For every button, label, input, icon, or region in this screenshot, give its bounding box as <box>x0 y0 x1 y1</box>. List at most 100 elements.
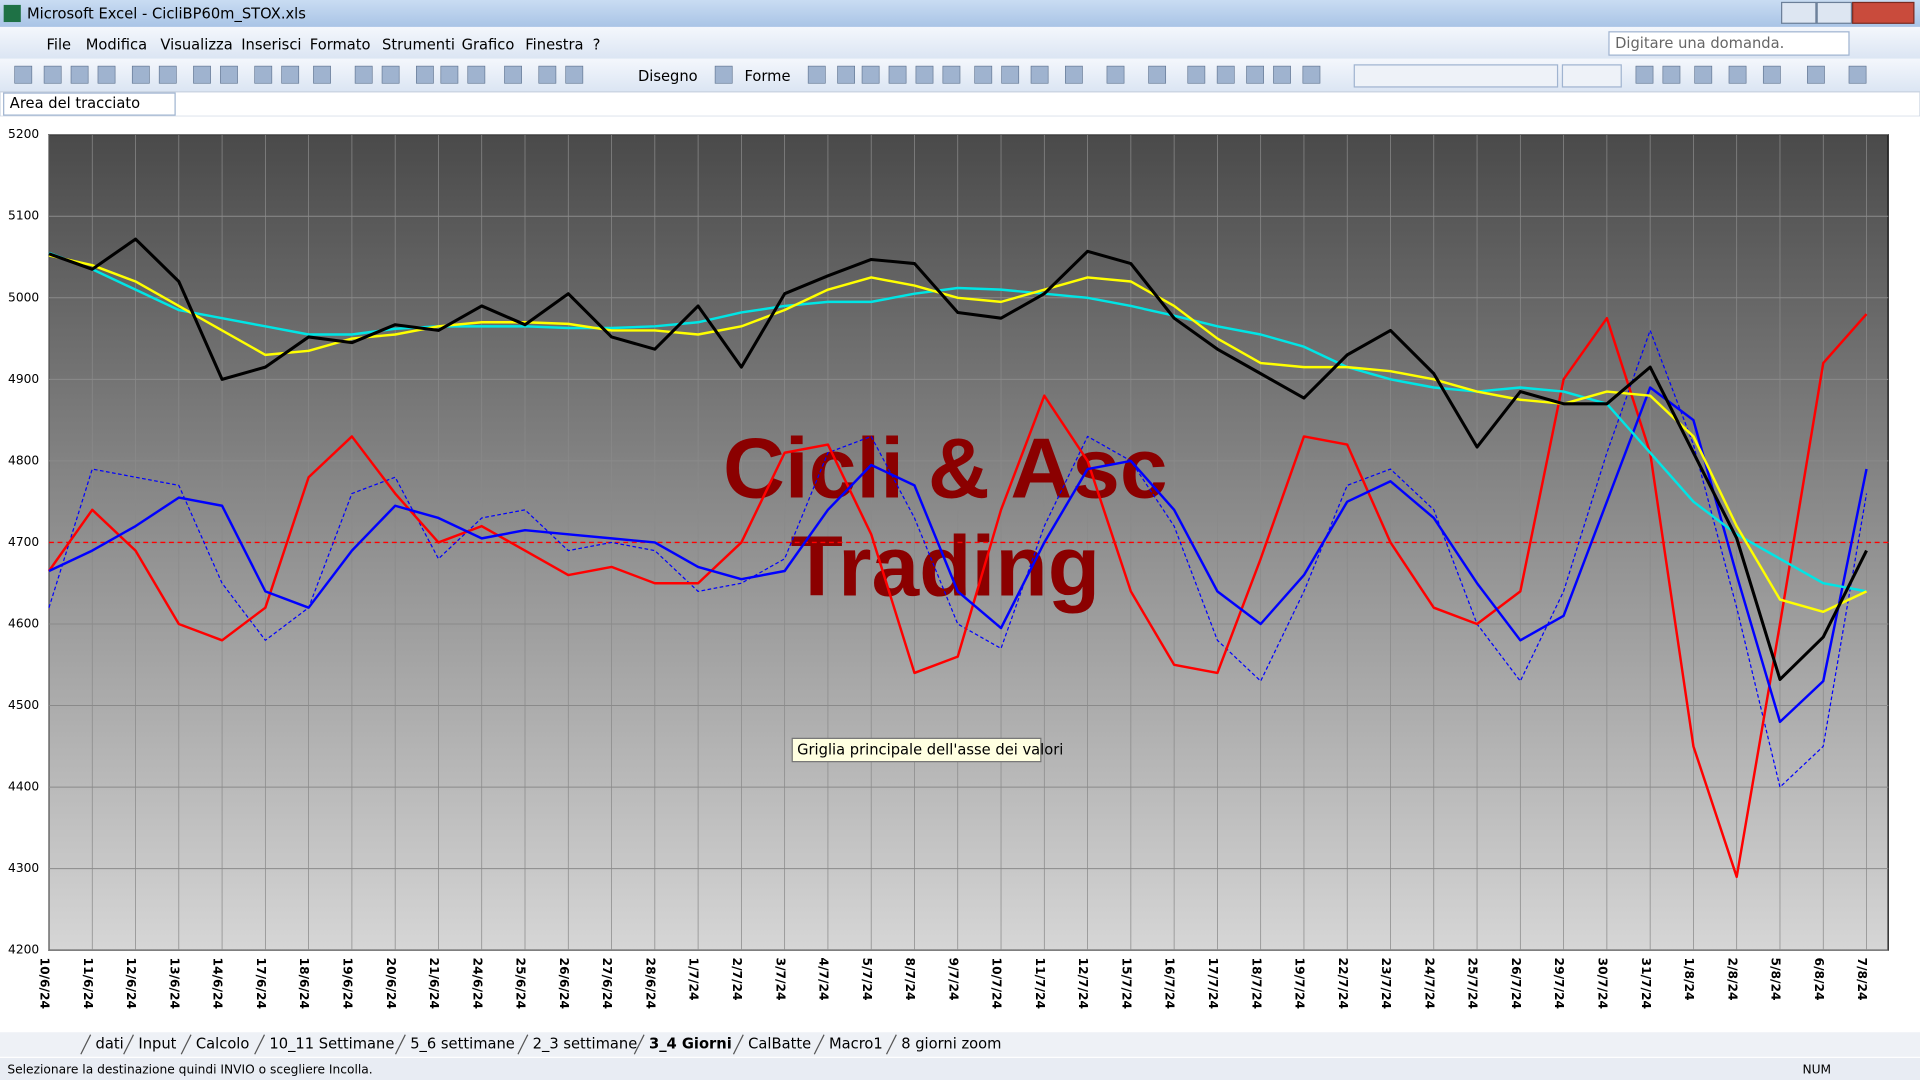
toolbar-button[interactable] <box>220 65 238 84</box>
toolbar-button[interactable] <box>1302 65 1321 84</box>
sheet-tab[interactable]: Calcolo <box>196 1035 249 1052</box>
sheet-tab[interactable]: Macro1 <box>829 1035 883 1052</box>
x-tick-label: 19/7/24 <box>1293 958 1307 1010</box>
toolbar-button[interactable] <box>440 65 459 84</box>
sheet-tab[interactable]: 3_4 Giorni <box>649 1035 732 1052</box>
sheet-tab[interactable]: 2_3 settimane <box>533 1035 638 1052</box>
y-tick-label: 4500 <box>8 698 39 712</box>
menu-item[interactable]: Formato <box>310 36 371 53</box>
x-tick-label: 12/7/24 <box>1076 958 1090 1010</box>
tab-separator <box>123 1034 135 1055</box>
toolbar-button[interactable] <box>504 65 522 84</box>
font-box[interactable] <box>1353 64 1559 88</box>
toolbar-button[interactable] <box>1148 65 1167 84</box>
tooltip-box <box>791 737 1042 763</box>
toolbar-button[interactable] <box>1273 65 1291 84</box>
toolbar-button[interactable] <box>1848 65 1867 84</box>
menu-item[interactable]: Visualizza <box>160 36 232 53</box>
toolbar-button[interactable] <box>43 65 62 84</box>
sheet-tab[interactable]: dati <box>96 1035 124 1052</box>
x-tick-label: 11/7/24 <box>1033 958 1047 1010</box>
tab-separator <box>254 1034 266 1055</box>
toolbar-button[interactable] <box>1662 65 1681 84</box>
toolbar-button[interactable] <box>14 65 33 84</box>
y-tick-label: 4900 <box>8 372 39 386</box>
menu-item[interactable]: Inserisci <box>241 36 301 53</box>
toolbar-icons <box>14 65 1867 84</box>
y-tick-label: 4600 <box>8 617 39 631</box>
series-line <box>48 329 1868 788</box>
sheet-tabs: dati Input Calcolo 10_11 Settimane 5_6 setti… <box>80 1034 1001 1055</box>
toolbar-button[interactable] <box>416 65 434 84</box>
menu-item[interactable]: File <box>47 36 72 53</box>
x-tick-label: 24/6/24 <box>470 958 484 1010</box>
x-tick-label: 18/6/24 <box>297 958 311 1010</box>
watermark: Trading <box>791 519 1101 615</box>
menu-item[interactable]: ? <box>593 36 601 53</box>
sheet-tab[interactable]: CalBatte <box>748 1035 811 1052</box>
sheet-tab[interactable]: 8 giorni zoom <box>901 1035 1001 1052</box>
toolbar-button[interactable] <box>381 65 400 84</box>
menu-item[interactable]: Finestra <box>525 36 583 53</box>
x-tick-label: 13/6/24 <box>167 958 181 1010</box>
toolbar-button[interactable] <box>837 65 855 84</box>
x-tick-label: 12/6/24 <box>124 958 138 1010</box>
toolbar-button[interactable] <box>565 65 584 84</box>
help-box-text: Digitare una domanda. <box>1615 35 1784 52</box>
toolbar-button[interactable] <box>1694 65 1713 84</box>
toolbar-button[interactable] <box>861 65 880 84</box>
tab-separator <box>885 1034 897 1055</box>
toolbar-button[interactable] <box>1030 65 1049 84</box>
shapes-menu[interactable]: Forme <box>744 68 790 85</box>
toolbar-button[interactable] <box>714 65 733 84</box>
toolbar-button[interactable] <box>942 65 961 84</box>
maximize-button[interactable] <box>1816 1 1853 24</box>
size-box[interactable] <box>1561 64 1622 88</box>
toolbar-button[interactable] <box>131 65 150 84</box>
x-tick-label: 17/7/24 <box>1206 958 1220 1010</box>
sheet-tab[interactable]: 10_11 Settimane <box>269 1035 394 1052</box>
tab-separator <box>394 1034 406 1055</box>
help-box[interactable] <box>1608 31 1850 56</box>
toolbar-button[interactable] <box>1065 65 1083 84</box>
toolbar-button[interactable] <box>807 65 826 84</box>
toolbar-button[interactable] <box>1246 65 1264 84</box>
tab-separator <box>813 1034 825 1055</box>
toolbar-button[interactable] <box>888 65 907 84</box>
toolbar-button[interactable] <box>1807 65 1825 84</box>
toolbar-button[interactable] <box>97 65 116 84</box>
status-num: NUM <box>1802 1063 1831 1077</box>
toolbar-button[interactable] <box>1106 65 1125 84</box>
toolbar-button[interactable] <box>193 65 211 84</box>
toolbar-button[interactable] <box>158 65 177 84</box>
toolbar-button[interactable] <box>1635 65 1654 84</box>
toolbar-button[interactable] <box>915 65 934 84</box>
toolbar-button[interactable] <box>974 65 993 84</box>
toolbar-button[interactable] <box>1187 65 1206 84</box>
toolbar-button[interactable] <box>538 65 557 84</box>
toolbar-button[interactable] <box>1762 65 1781 84</box>
sheet-tab[interactable]: Input <box>138 1035 176 1052</box>
toolbar-button[interactable] <box>313 65 331 84</box>
toolbar-button[interactable] <box>70 65 89 84</box>
toolbar-button[interactable] <box>354 65 373 84</box>
menu-item[interactable]: Strumenti <box>382 36 455 53</box>
menu-item[interactable]: Grafico <box>462 36 515 53</box>
chart[interactable]: 4200 4300 4400 4500 4600 4700 4800 4900 5000 5100… <box>8 127 1889 1010</box>
toolbar-button[interactable] <box>1001 65 1020 84</box>
close-button[interactable] <box>1852 1 1915 24</box>
name-box[interactable] <box>3 92 176 116</box>
y-tick-label: 4300 <box>8 861 39 875</box>
x-tick-label: 14/6/24 <box>211 958 225 1010</box>
toolbar-button[interactable] <box>1216 65 1235 84</box>
tooltip: Griglia principale dell'asse dei valori <box>797 742 1063 759</box>
minimize-button[interactable] <box>1781 1 1817 24</box>
toolbar-button[interactable] <box>1728 65 1747 84</box>
sheet-tab[interactable]: 5_6 settimane <box>410 1035 515 1052</box>
draw-menu[interactable]: Disegno <box>638 68 698 85</box>
toolbar-button[interactable] <box>254 65 273 84</box>
menu-item[interactable]: Modifica <box>86 36 147 53</box>
toolbar-button[interactable] <box>281 65 300 84</box>
toolbar-button[interactable] <box>467 65 486 84</box>
